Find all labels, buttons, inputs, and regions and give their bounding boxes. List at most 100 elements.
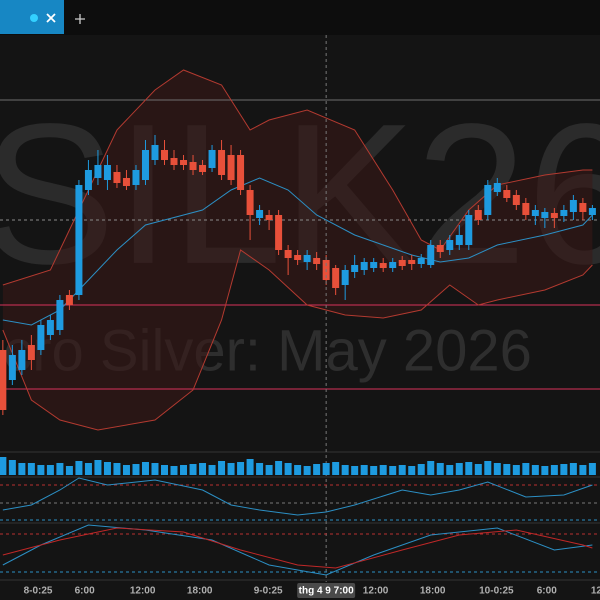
volume-bar [265,465,273,475]
x-tick-label: 12:00 [363,586,389,597]
candle-body [275,215,283,250]
volume-bar [446,465,454,475]
volume-bar [65,466,73,475]
candle-body [588,208,596,215]
candle-body [484,185,492,215]
crosshair-label: thg 4 9 7:00 [299,586,354,597]
volume-bar [417,464,425,475]
volume-bar [8,460,16,475]
volume-bar [161,465,169,475]
candle-body [455,235,463,245]
volume-bar [199,463,207,475]
volume-bar [170,466,178,475]
volume-bar [180,465,188,475]
volume-bar [141,462,149,475]
volume-bar [18,463,26,475]
candle-body [94,165,102,178]
candle-body [389,262,397,268]
volume-bar [313,464,321,475]
volume-bar [46,465,54,475]
x-tick-label: 6:00 [75,586,95,597]
volume-bar [246,459,254,475]
candle-body [227,155,235,180]
candle-body [256,210,264,218]
indicator-line [2,527,593,569]
candle-body [408,260,416,264]
candle-body [474,210,482,220]
volume-bar [560,464,568,475]
tab-bar [0,0,600,35]
volume-bar [56,463,64,475]
candle-body [303,255,311,262]
volume-bar [531,465,539,475]
candle-body [75,185,83,295]
volume-bar [465,462,473,475]
volume-bar [256,463,264,475]
candle-body [132,170,140,185]
x-tick-label: 6:00 [537,586,557,597]
candle-body [351,265,359,272]
candle-body [103,165,111,180]
volume-bar [75,461,83,475]
volume-bar [84,463,92,475]
volume-bar [436,463,444,475]
candle-body [465,215,473,245]
candle-body [265,215,273,220]
volume-bar [37,465,45,475]
x-tick-label: 18:00 [420,586,446,597]
candle-body [541,212,549,218]
volume-bar [522,463,530,475]
candle-body [370,262,378,268]
volume-bar [370,466,378,475]
volume-bar [541,466,549,475]
volume-bar [455,463,463,475]
volume-bar [512,465,520,475]
volume-bar [389,466,397,475]
volume-bar [341,465,349,475]
volume-bar [503,464,511,475]
new-tab[interactable] [75,14,85,24]
volume-bar [493,463,501,475]
tab-close[interactable] [46,13,56,23]
x-tick-label: 18:00 [187,586,213,597]
volume-bar [408,466,416,475]
candle-body [332,268,340,288]
candle-body [56,300,64,330]
volume-bar [237,462,245,475]
volume-bar [208,465,216,475]
candle-body [84,170,92,190]
volume-bar [275,461,283,475]
candle-body [294,255,302,260]
candle-body [170,158,178,165]
candle-body [503,190,511,198]
volume-bar [303,466,311,475]
volume-bar [294,465,302,475]
candle-body [37,325,45,350]
volume-bar [189,464,197,475]
candle-body [313,258,321,264]
volume-bar [398,465,406,475]
volume-bar [550,465,558,475]
volume-bar [360,465,368,475]
candle-body [560,210,568,216]
volume-bar [579,465,587,475]
overlay-line [2,249,593,431]
candle-body [199,165,207,172]
volume-bar [27,463,35,475]
indicator-line [2,477,593,516]
volume-bar [284,463,292,475]
volume-bar [569,463,577,475]
candle-body [417,258,425,264]
candle-body [398,260,406,266]
candle-body [208,150,216,168]
candle-body [436,245,444,252]
x-tick-label: 12:00 [130,586,156,597]
volume-bar [0,457,7,475]
candle-body [579,203,587,212]
candle-body [151,145,159,160]
volume-bar [484,461,492,475]
candle-body [360,262,368,270]
candle-body [341,270,349,285]
volume-bar [94,460,102,475]
volume-bar [322,463,330,475]
